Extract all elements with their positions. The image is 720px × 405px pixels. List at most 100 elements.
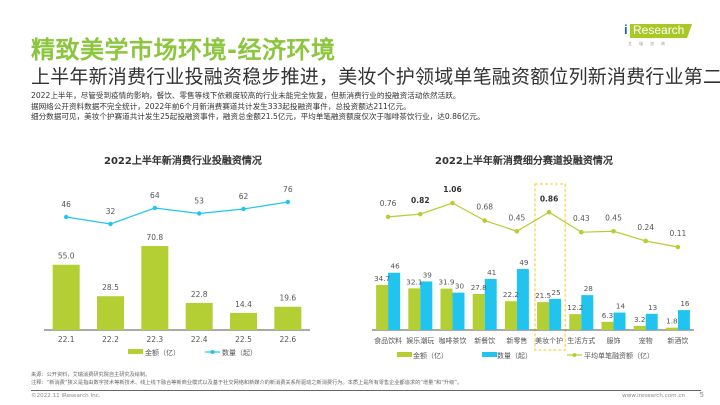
right-bar-amount <box>440 288 453 330</box>
right-bar-amount <box>633 325 646 330</box>
right-x-tick-label: 咖啡茶饮 <box>439 336 467 345</box>
right-bar-count <box>388 272 401 330</box>
right-bar-amount-label: 1.8 <box>666 317 678 326</box>
highlight-box-beauty <box>534 183 566 351</box>
right-x-tick-label: 美妆个护 <box>535 336 563 345</box>
left-line-point <box>108 221 113 227</box>
right-bar-amount <box>504 301 517 330</box>
right-x-tick-label: 食品饮料 <box>374 336 402 345</box>
left-line-point <box>196 211 202 216</box>
right-x-tick-label: 新零售 <box>506 336 527 345</box>
right-bar-amount-label: 12.2 <box>567 303 583 312</box>
copyright: ©2022.11 iResearch Inc. <box>31 393 101 399</box>
left-x-tick-label: 22.6 <box>279 335 296 344</box>
logo-background <box>630 24 692 38</box>
logo-i: i <box>624 22 628 37</box>
right-bar-count <box>549 298 562 330</box>
right-x-tick-label: 娱乐潮玩 <box>406 336 434 345</box>
right-bar-count-label: 28 <box>584 284 594 293</box>
right-line-point <box>514 228 520 234</box>
right-bar-count-label: 13 <box>648 303 657 312</box>
right-bar-count <box>452 292 465 330</box>
right-bar-amount-label: 27.8 <box>471 283 487 292</box>
left-x-tick-label: 22.4 <box>191 335 208 344</box>
right-line-point <box>579 229 584 235</box>
right-bar-amount <box>569 314 582 330</box>
website-link[interactable]: www.iresearch.com.cn <box>622 393 685 399</box>
right-bar-count-label: 16 <box>680 299 690 308</box>
left-x-tick-label: 22.2 <box>102 335 119 344</box>
left-bar-label: 28.5 <box>102 283 119 292</box>
left-x-tick-label: 22.1 <box>58 335 75 344</box>
right-bar-amount <box>537 302 550 330</box>
left-legend-swatch-amount <box>128 349 143 354</box>
right-line-point <box>546 209 552 215</box>
logo-text: Research <box>633 23 685 37</box>
right-line-label: 1.06 <box>443 185 462 194</box>
right-bar-amount-label: 34.7 <box>374 274 390 283</box>
right-bar-amount-label: 32.1 <box>406 277 422 286</box>
left-bar-label: 22.8 <box>191 290 208 299</box>
right-bar-count <box>613 312 626 330</box>
left-bar-amount <box>97 296 124 330</box>
right-bar-amount <box>408 288 421 330</box>
right-bar-count-label: 49 <box>519 258 529 267</box>
left-bar-amount <box>185 302 213 330</box>
right-bar-count <box>645 313 658 330</box>
left-line-count <box>66 201 288 225</box>
right-bar-amount-label: 31.9 <box>438 278 454 287</box>
iresearch-logo: i Research 艾瑞咨询 <box>624 22 700 50</box>
right-bar-count-label: 14 <box>616 302 626 311</box>
left-bar-amount <box>52 264 80 330</box>
description-line: 据网络公开资料数据不完全统计，2022年前6个月新消费赛道共计发生333起投融资… <box>31 101 411 111</box>
right-line-point <box>675 244 681 250</box>
logo-subtitle: 艾瑞咨询 <box>628 41 672 46</box>
left-legend-label-count: 数量（起） <box>222 348 257 357</box>
right-bar-count <box>484 278 497 330</box>
right-line-point <box>482 218 488 223</box>
right-bar-count-label: 41 <box>487 268 496 277</box>
right-bar-amount-label: 6.3 <box>602 311 613 320</box>
right-bar-amount-label: 21.5 <box>535 291 551 300</box>
right-legend-marker-average <box>572 353 577 357</box>
right-bar-count-label: 46 <box>391 262 401 271</box>
left-line-point <box>152 205 158 211</box>
right-bar-amount <box>665 327 678 330</box>
right-line-label: 0.82 <box>411 196 430 205</box>
right-line-point <box>418 211 423 217</box>
source-note: 来源：公开资料，艾瑞消费研究院自主研究及绘制。 <box>31 372 151 378</box>
left-legend-label-amount: 金额（亿） <box>145 348 180 357</box>
description: 2022上半年，尽管受到疫情的影响，餐饮、零售等线下依赖度较高的行业未能完全恢复… <box>31 91 485 123</box>
page-subtitle: 上半年新消费行业投融资稳步推进，美妆个护领域单笔融资额位列新消费行业第二 <box>31 66 720 88</box>
right-line-label: 0.86 <box>540 194 559 203</box>
right-bar-count-label: 25 <box>552 288 561 297</box>
page-title: 精致美学市场环境-经济环境 <box>31 36 336 64</box>
right-bar-amount-label: 3.2 <box>634 315 645 324</box>
right-x-tick-label: 宠物 <box>639 336 653 345</box>
right-bar-amount <box>472 293 485 330</box>
right-bar-amount-label: 22.2 <box>503 290 519 299</box>
right-bar-amount <box>376 285 389 330</box>
right-bar-count <box>516 269 529 330</box>
right-bar-amount <box>601 321 614 330</box>
right-legend-label-amount: 金额（亿） <box>413 351 448 360</box>
description-line: 细分数据可见，美妆个护赛道共计发生25起投融资事件，融资总金额21.5亿元，平均… <box>31 112 485 121</box>
right-bar-count <box>581 295 594 330</box>
left-line-point <box>241 206 246 212</box>
left-line-label: 46 <box>61 200 71 209</box>
right-x-tick-label: 生活方式 <box>567 336 595 345</box>
right-line-label: 0.24 <box>637 223 654 232</box>
right-bar-count-label: 30 <box>455 282 465 291</box>
left-line-point <box>63 214 69 220</box>
right-line-point <box>611 228 616 234</box>
left-line-label: 53 <box>194 197 204 206</box>
definition-note: 注释：“新消费”狭义是指由数字技术等新技术、线上线下融合等新商业模式以及基于社交… <box>31 380 463 386</box>
right-line-label: 0.45 <box>509 213 526 222</box>
right-line-label: 0.43 <box>573 214 590 223</box>
right-x-tick-label: 服饰 <box>607 336 621 345</box>
right-line-point <box>385 214 391 220</box>
left-line-point <box>285 199 291 205</box>
left-line-label: 76 <box>283 185 293 194</box>
right-legend-label-count: 数量（起） <box>497 351 532 360</box>
